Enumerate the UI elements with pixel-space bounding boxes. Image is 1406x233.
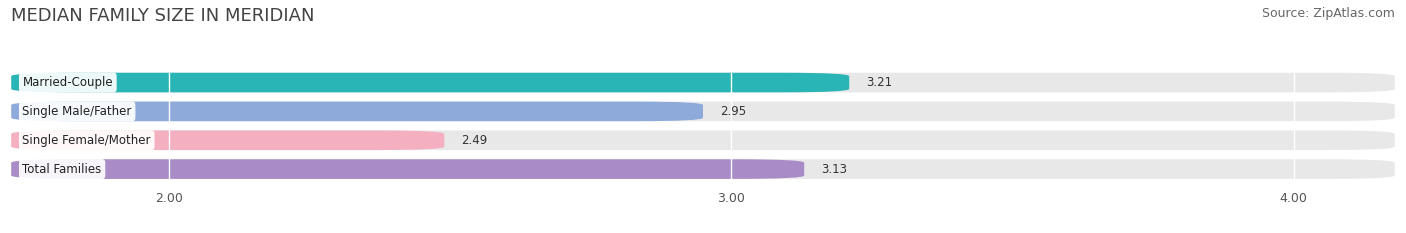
Text: Total Families: Total Families [22,163,101,176]
FancyBboxPatch shape [11,102,1395,121]
Text: 3.21: 3.21 [866,76,893,89]
Text: Single Male/Father: Single Male/Father [22,105,132,118]
Text: Single Female/Mother: Single Female/Mother [22,134,150,147]
Text: Married-Couple: Married-Couple [22,76,112,89]
Text: MEDIAN FAMILY SIZE IN MERIDIAN: MEDIAN FAMILY SIZE IN MERIDIAN [11,7,315,25]
FancyBboxPatch shape [11,130,444,150]
FancyBboxPatch shape [11,102,703,121]
Text: 2.49: 2.49 [461,134,488,147]
Text: 2.95: 2.95 [720,105,747,118]
FancyBboxPatch shape [11,159,804,179]
Text: Source: ZipAtlas.com: Source: ZipAtlas.com [1261,7,1395,20]
FancyBboxPatch shape [11,159,1395,179]
FancyBboxPatch shape [11,73,1395,92]
Text: 3.13: 3.13 [821,163,846,176]
FancyBboxPatch shape [11,73,849,92]
FancyBboxPatch shape [11,130,1395,150]
